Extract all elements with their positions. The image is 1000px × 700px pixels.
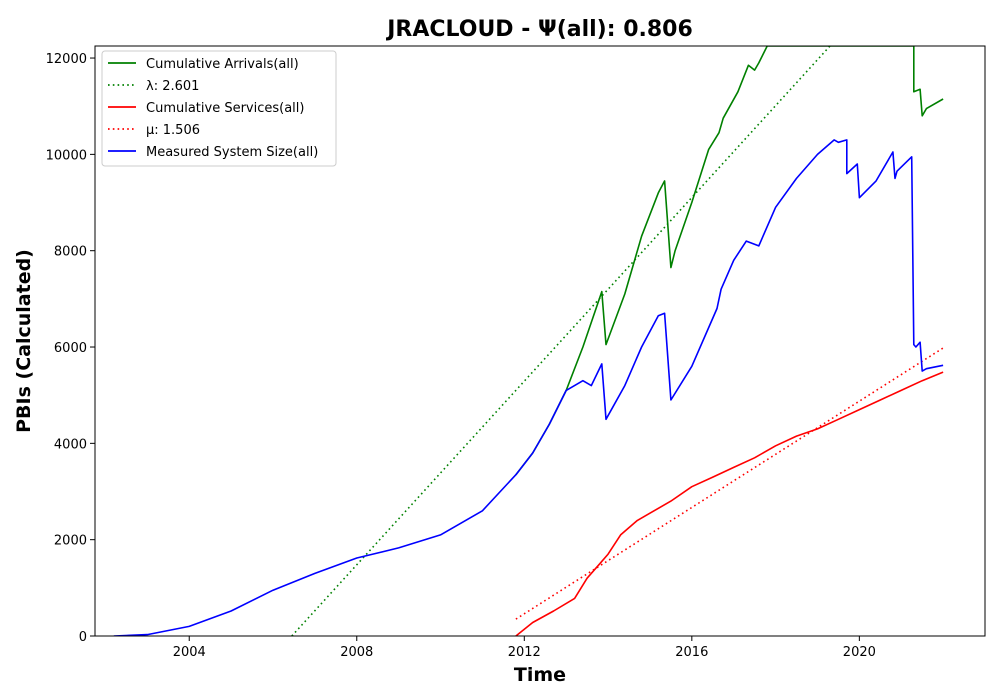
legend-label: μ: 1.506 [146,123,200,138]
y-tick-label: 4000 [54,437,87,452]
x-axis-label: Time [514,664,566,686]
legend-box [101,50,337,167]
legend-label: Cumulative Arrivals(all) [146,57,299,72]
legend: Cumulative Arrivals(all) λ: 2.601 Cumulati… [101,50,337,167]
x-tick-label: 2016 [675,645,708,660]
y-tick-label: 12000 [46,52,87,67]
plot-area [113,46,944,636]
series-line-2-601 [291,46,831,636]
y-tick-label: 10000 [46,148,87,163]
y-tick-label: 2000 [54,534,87,549]
x-tick-label: 2020 [843,645,876,660]
legend-label: Measured System Size(all) [146,145,318,160]
x-tick-label: 2008 [340,645,373,660]
legend-label: λ: 2.601 [146,79,199,94]
y-tick-label: 6000 [54,341,87,356]
series-line-cumulative-arrivals-all [515,46,944,476]
x-tick-label: 2004 [173,645,206,660]
chart-title: JRACLOUD - Ψ(all): 0.806 [385,17,693,42]
series-line-1-506 [515,347,944,620]
x-axis: 2004 2008 2012 2016 2020 [173,636,876,660]
y-axis: 0 2000 4000 6000 8000 10000 12000 [46,52,95,645]
y-axis-label: PBIs (Calculated) [13,249,35,433]
y-tick-label: 0 [79,630,87,645]
plot-frame [94,45,986,637]
y-tick-label: 8000 [54,245,87,260]
series-line-measured-system-size-all [113,139,944,636]
x-tick-label: 2012 [508,645,541,660]
series-line-cumulative-services-all [515,371,944,636]
legend-label: Cumulative Services(all) [146,101,304,116]
